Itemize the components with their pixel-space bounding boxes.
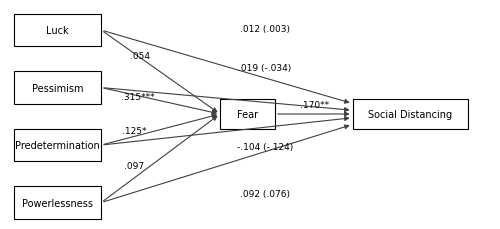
Text: Luck: Luck: [46, 26, 69, 36]
Bar: [14, 187, 101, 219]
Bar: [352, 100, 468, 129]
Bar: [220, 100, 275, 129]
Text: .170**: .170**: [300, 101, 330, 110]
Text: Powerlessness: Powerlessness: [22, 198, 93, 208]
Text: -.104 (-.124): -.104 (-.124): [237, 142, 293, 151]
Text: .054: .054: [130, 52, 150, 61]
Text: Predetermination: Predetermination: [15, 140, 100, 150]
Text: .019 (-.034): .019 (-.034): [238, 64, 292, 73]
Text: .125*: .125*: [122, 126, 146, 135]
Text: Pessimism: Pessimism: [32, 83, 83, 93]
Text: .315***: .315***: [120, 92, 154, 101]
Bar: [14, 15, 101, 47]
Text: .012 (.003): .012 (.003): [240, 25, 290, 34]
Bar: [14, 72, 101, 104]
Text: Social Distancing: Social Distancing: [368, 109, 452, 120]
Text: Fear: Fear: [237, 109, 258, 120]
Text: .097: .097: [124, 161, 144, 170]
Bar: [14, 129, 101, 161]
Text: .092 (.076): .092 (.076): [240, 189, 290, 198]
